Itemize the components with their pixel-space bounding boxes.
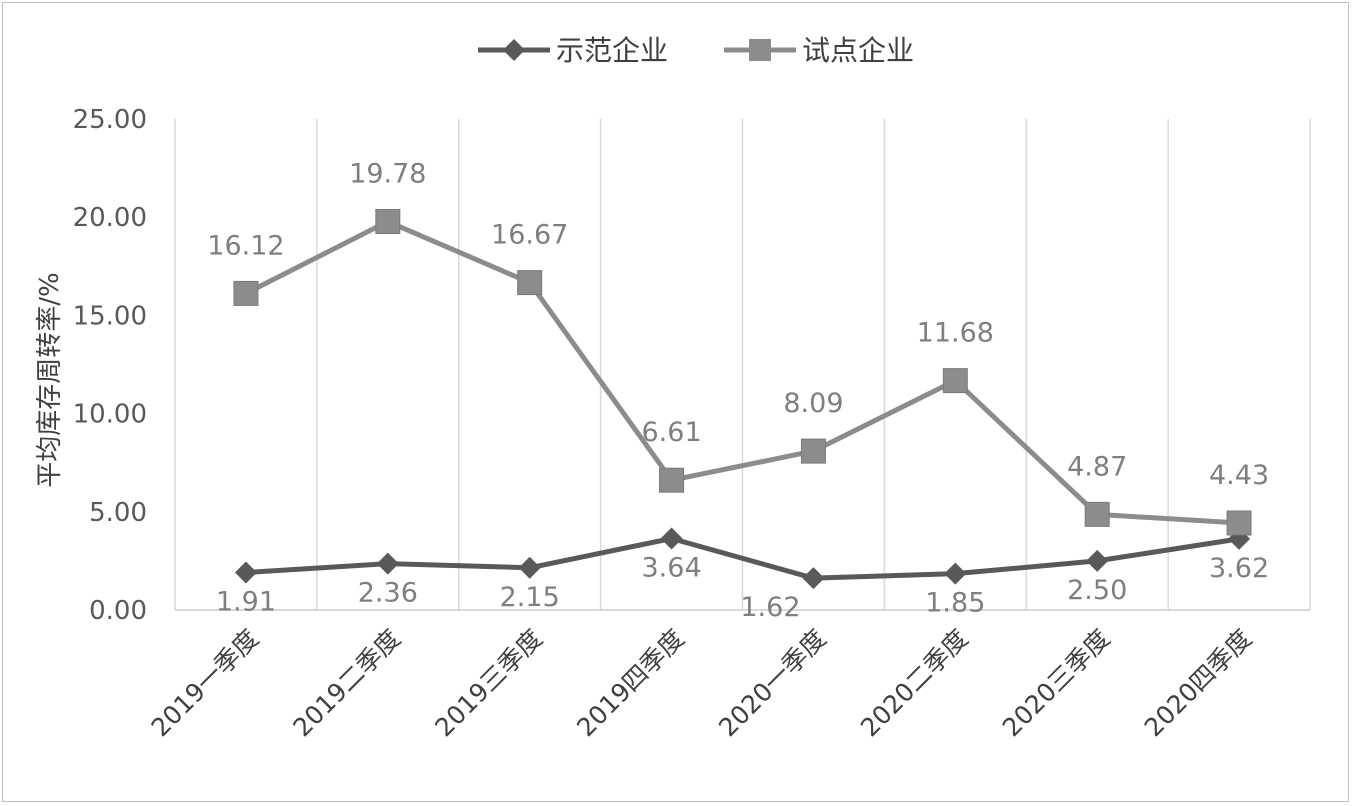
series-group bbox=[233, 209, 1252, 590]
x-tick-label: 2020二季度 bbox=[855, 624, 974, 743]
point-marker-pilot bbox=[800, 438, 826, 464]
y-axis-label: 平均库存周转率/% bbox=[35, 272, 65, 487]
point-marker-demo bbox=[376, 552, 399, 575]
data-label-pilot: 19.78 bbox=[349, 159, 426, 190]
point-marker-demo bbox=[518, 556, 541, 579]
legend-marker-pilot bbox=[749, 39, 771, 61]
point-marker-pilot bbox=[659, 467, 685, 493]
legend-item-pilot: 试点企业 bbox=[724, 34, 914, 67]
y-tick-label: 10.00 bbox=[73, 400, 147, 430]
y-tick-label: 5.00 bbox=[89, 498, 147, 528]
data-label-demo: 2.15 bbox=[500, 582, 560, 613]
data-label-demo: 3.62 bbox=[1209, 553, 1269, 584]
x-tick-label: 2020一季度 bbox=[713, 624, 832, 743]
point-marker-pilot bbox=[1226, 510, 1252, 536]
point-marker-pilot bbox=[375, 209, 401, 235]
data-label-pilot: 11.68 bbox=[917, 318, 994, 349]
y-tick-label: 20.00 bbox=[73, 203, 147, 233]
data-label-pilot: 4.43 bbox=[1209, 460, 1269, 491]
data-label-demo: 1.91 bbox=[216, 586, 276, 617]
y-tick-label: 0.00 bbox=[89, 596, 147, 626]
x-tick-label: 2020四季度 bbox=[1139, 624, 1258, 743]
x-tick-label: 2019三季度 bbox=[429, 624, 548, 743]
point-marker-demo bbox=[1086, 549, 1109, 572]
point-marker-pilot bbox=[942, 368, 968, 394]
series-line-demo bbox=[245, 536, 1240, 581]
y-axis-ticks: 0.00 5.00 10.00 15.00 20.00 25.00 bbox=[73, 105, 147, 626]
legend-item-demo: 示范企业 bbox=[478, 34, 668, 67]
x-tick-label: 2019二季度 bbox=[288, 624, 407, 743]
x-axis-ticks: 2019一季度 2019二季度 2019三季度 2019四季度 2020一季度 2020二… bbox=[146, 624, 1258, 743]
data-label-demo: 2.36 bbox=[358, 578, 418, 609]
data-label-pilot: 16.67 bbox=[491, 220, 568, 251]
data-label-demo: 1.62 bbox=[740, 592, 800, 623]
data-label-demo: 3.64 bbox=[642, 553, 702, 584]
data-labels: 1.91 2.36 2.15 3.64 1.62 1.85 2.50 3.62 16.12 19.… bbox=[207, 159, 1269, 624]
series-line-pilot bbox=[244, 219, 1240, 526]
legend-label-demo: 示范企业 bbox=[556, 34, 668, 67]
point-marker-demo bbox=[802, 567, 825, 590]
x-tick-label: 2019四季度 bbox=[571, 624, 690, 743]
point-marker-demo bbox=[944, 562, 967, 585]
gridlines bbox=[174, 119, 1311, 611]
point-marker-pilot bbox=[1084, 501, 1110, 527]
legend: 示范企业 试点企业 bbox=[478, 34, 914, 67]
point-marker-demo bbox=[234, 561, 257, 584]
data-label-pilot: 8.09 bbox=[783, 388, 843, 419]
point-marker-pilot bbox=[233, 280, 259, 306]
data-label-demo: 2.50 bbox=[1067, 575, 1127, 606]
data-label-pilot: 6.61 bbox=[642, 417, 702, 448]
data-label-demo: 1.85 bbox=[925, 588, 985, 619]
x-tick-label: 2020三季度 bbox=[997, 624, 1116, 743]
y-tick-label: 15.00 bbox=[73, 301, 147, 331]
data-label-pilot: 16.12 bbox=[207, 230, 284, 261]
point-marker-pilot bbox=[517, 270, 543, 296]
x-tick-label: 2019一季度 bbox=[146, 624, 265, 743]
y-tick-label: 25.00 bbox=[73, 105, 147, 135]
data-label-pilot: 4.87 bbox=[1067, 451, 1127, 482]
point-marker-demo bbox=[660, 527, 683, 550]
legend-marker-demo bbox=[503, 39, 525, 61]
legend-label-pilot: 试点企业 bbox=[802, 34, 914, 67]
